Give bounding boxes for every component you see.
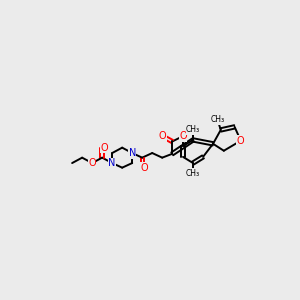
Text: O: O [179, 131, 187, 141]
Text: CH₃: CH₃ [186, 125, 200, 134]
Text: O: O [237, 136, 244, 146]
Text: O: O [141, 163, 148, 173]
Text: O: O [158, 131, 166, 141]
Text: O: O [101, 143, 108, 153]
Text: CH₃: CH₃ [186, 169, 200, 178]
Text: N: N [128, 148, 136, 158]
Text: CH₃: CH₃ [211, 116, 225, 124]
Text: O: O [88, 158, 96, 168]
Text: N: N [109, 158, 116, 168]
